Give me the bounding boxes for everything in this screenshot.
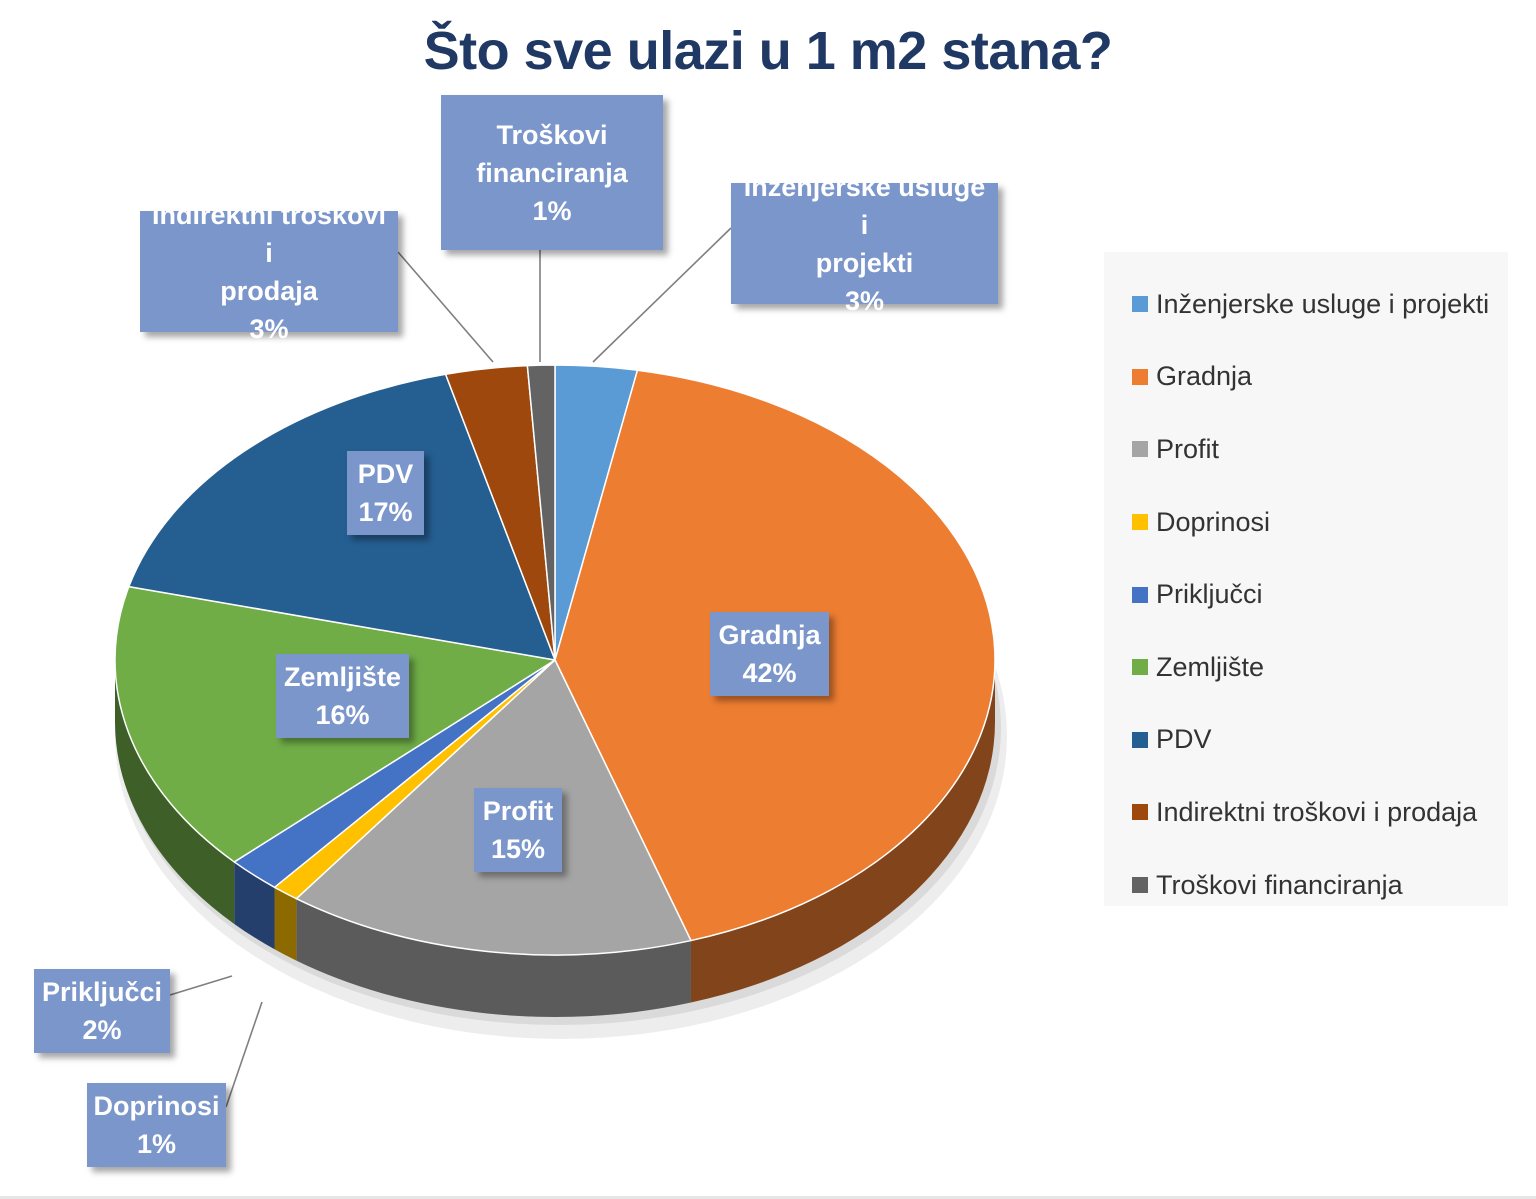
- legend-label: Zemljište: [1156, 651, 1265, 682]
- legend-item-inzenjerske-usluge-i-projekti: Inženjerske usluge i projekti: [1132, 268, 1508, 341]
- chart-title: Što sve ulazi u 1 m2 stana?: [423, 21, 1113, 81]
- data-label-doprinosi: Doprinosi 1%: [87, 1083, 226, 1167]
- data-label-prikljucci: Priključci 2%: [34, 969, 170, 1053]
- legend-label: Indirektni troškovi i prodaja: [1156, 796, 1478, 827]
- data-label-line: 16%: [315, 700, 370, 730]
- data-label-line: Inženjerske usluge i: [743, 171, 986, 240]
- legend-swatch: [1132, 731, 1148, 748]
- data-label-troskovi-financiranja: Troškovi financiranja 1%: [441, 95, 663, 250]
- data-label-line: Indirektni troškovi i: [151, 199, 387, 268]
- legend-label: Doprinosi: [1156, 506, 1271, 537]
- slice-side-zemljiste: [114, 660, 235, 924]
- data-label-inzenjerske-usluge-i-projekti: Inženjerske usluge i projekti 3%: [731, 172, 998, 316]
- data-label-profit: Profit 15%: [474, 788, 562, 872]
- data-label-line: Priključci: [41, 977, 163, 1007]
- data-label-line: 1%: [136, 1129, 177, 1159]
- bottom-divider: [0, 1196, 1536, 1199]
- data-label-pdv: PDV 17%: [347, 451, 424, 535]
- data-label-line: Gradnja: [718, 620, 821, 650]
- data-label-gradnja: Gradnja 42%: [710, 612, 829, 696]
- slice-side-gradnja: [690, 660, 995, 1003]
- legend-item-doprinosi: Doprinosi: [1132, 486, 1508, 559]
- data-label-zemljiste: Zemljište 16%: [276, 654, 409, 738]
- data-label-indirektni-troskovi-i-prodaja: Indirektni troškovi i prodaja 3%: [140, 200, 398, 344]
- legend-label: Inženjerske usluge i projekti: [1156, 288, 1490, 319]
- leader-line-inzenjerske-usluge-i-projekti: [592, 227, 732, 363]
- legend-label: Profit: [1156, 433, 1220, 464]
- legend-swatch: [1132, 804, 1148, 821]
- data-label-line: 42%: [742, 658, 797, 688]
- legend-item-indirektni-troskovi-i-prodaja: Indirektni troškovi i prodaja: [1132, 776, 1508, 849]
- legend-swatch: [1132, 441, 1148, 458]
- leader-line-indirektni-troskovi-i-prodaja: [397, 251, 494, 363]
- legend-swatch: [1132, 514, 1148, 531]
- data-label-line: 2%: [82, 1015, 122, 1045]
- slice-side-profit: [296, 898, 691, 1018]
- legend-swatch: [1132, 296, 1148, 313]
- legend-item-troskovi-financiranja: Troškovi financiranja: [1132, 849, 1508, 922]
- data-label-line: 17%: [358, 497, 413, 527]
- legend-label: PDV: [1156, 724, 1212, 755]
- data-label-line: Zemljište: [283, 662, 402, 692]
- legend-label: Priključci: [1156, 579, 1263, 610]
- legend-item-pdv: PDV: [1132, 704, 1508, 777]
- data-label-line: Troškovi: [496, 119, 608, 150]
- legend-swatch: [1132, 659, 1148, 676]
- legend-swatch: [1132, 586, 1148, 603]
- data-label-line: projekti: [815, 247, 914, 278]
- legend: Inženjerske usluge i projekti Gradnja Prof…: [1104, 252, 1508, 906]
- slice-troskovi-financiranja: [526, 364, 556, 661]
- legend-item-profit: Profit: [1132, 413, 1508, 486]
- data-label-line: prodaja: [220, 275, 318, 306]
- data-label-line: 1%: [532, 195, 572, 226]
- legend-swatch: [1132, 368, 1148, 385]
- legend-swatch: [1132, 877, 1148, 894]
- slice-pdv: [128, 373, 556, 661]
- leader-line-doprinosi: [225, 1001, 263, 1108]
- slice-side-doprinosi: [274, 887, 297, 961]
- legend-item-zemljiste: Zemljište: [1132, 631, 1508, 704]
- data-label-line: 15%: [490, 834, 546, 864]
- legend-item-gradnja: Gradnja: [1132, 341, 1508, 414]
- legend-label: Troškovi financiranja: [1156, 869, 1403, 900]
- leader-line-prikljucci: [169, 975, 233, 996]
- legend-label: Gradnja: [1156, 361, 1253, 392]
- legend-item-prikljucci: Priključci: [1132, 558, 1508, 631]
- data-label-line: financiranja: [476, 157, 628, 188]
- data-label-line: Doprinosi: [93, 1091, 220, 1121]
- slice-side-prikljucci: [234, 861, 275, 950]
- data-label-line: 3%: [844, 285, 885, 316]
- data-label-line: Profit: [482, 796, 554, 826]
- data-label-line: PDV: [357, 459, 414, 489]
- data-label-line: 3%: [249, 313, 289, 344]
